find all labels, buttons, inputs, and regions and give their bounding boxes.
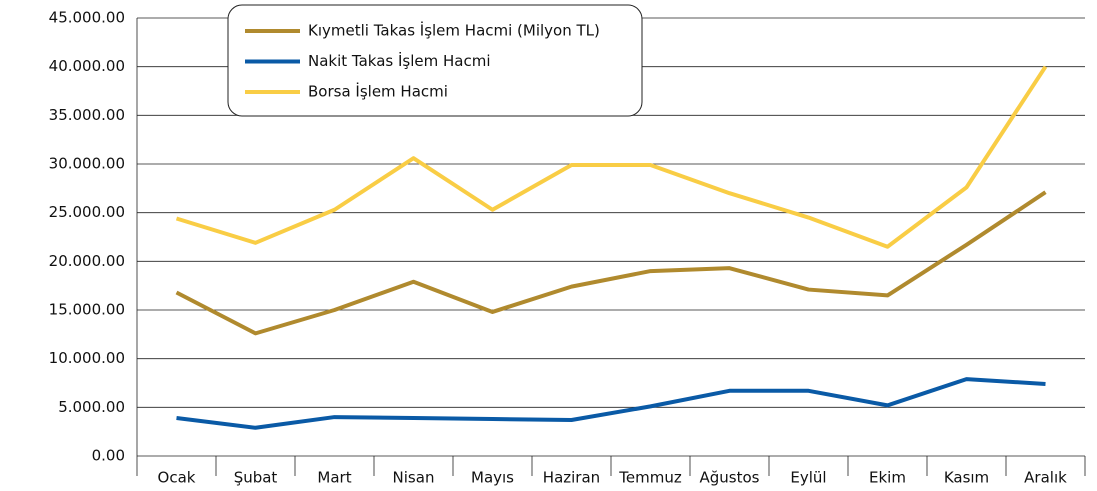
x-tick-label: Ekim: [869, 469, 906, 487]
legend-label: Borsa İşlem Hacmi: [308, 82, 448, 101]
x-tick-label: Ocak: [158, 469, 196, 487]
x-tick-label: Şubat: [234, 469, 278, 487]
y-tick-label: 0.00: [92, 447, 125, 465]
y-tick-label: 40.000.00: [49, 57, 125, 75]
x-tick-label: Temmuz: [618, 469, 682, 487]
y-tick-label: 15.000.00: [49, 301, 125, 319]
y-tick-label: 30.000.00: [49, 155, 125, 173]
x-tick-label: Mayıs: [471, 469, 514, 487]
x-tick-label: Kasım: [944, 469, 989, 487]
legend-label: Nakit Takas İşlem Hacmi: [308, 51, 491, 70]
legend-box: [227, 4, 643, 117]
y-tick-label: 10.000.00: [49, 349, 125, 367]
x-tick-label: Nisan: [393, 469, 435, 487]
series-line: [175, 65, 1048, 249]
x-tick-label: Haziran: [543, 469, 600, 487]
y-tick-label: 5.000.00: [58, 398, 125, 416]
y-tick-label: 20.000.00: [49, 252, 125, 270]
x-tick-label: Eylül: [790, 469, 826, 487]
x-tick-label: Ağustos: [700, 469, 760, 487]
y-tick-label: 35.000.00: [49, 106, 125, 124]
series-line: [176, 377, 1046, 430]
x-tick-label: Aralık: [1024, 469, 1067, 487]
series-line: [175, 190, 1047, 336]
legend-label: Kıymetli Takas İşlem Hacmi (Milyon TL): [308, 21, 600, 40]
legend: Kıymetli Takas İşlem Hacmi (Milyon TL) Na…: [227, 4, 643, 117]
x-tick-label: Mart: [317, 469, 351, 487]
y-tick-label: 25.000.00: [49, 203, 125, 221]
y-tick-label: 45.000.00: [49, 9, 125, 27]
